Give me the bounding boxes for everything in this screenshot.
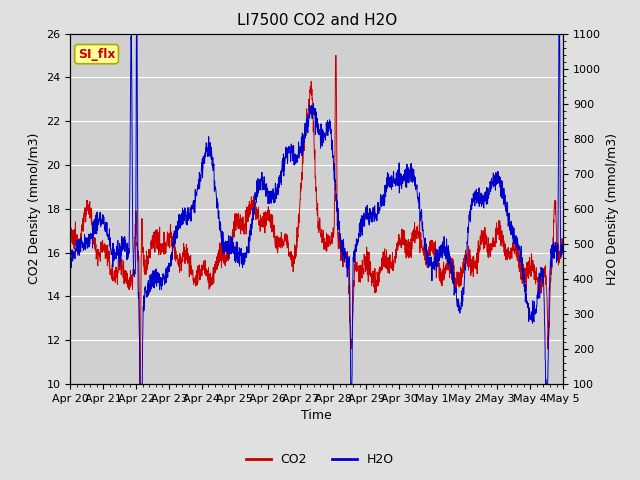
Text: SI_flx: SI_flx [78, 48, 115, 60]
Y-axis label: H2O Density (mmol/m3): H2O Density (mmol/m3) [607, 133, 620, 285]
Title: LI7500 CO2 and H2O: LI7500 CO2 and H2O [237, 13, 397, 28]
X-axis label: Time: Time [301, 409, 332, 422]
Y-axis label: CO2 Density (mmol/m3): CO2 Density (mmol/m3) [28, 133, 41, 285]
Legend: CO2, H2O: CO2, H2O [241, 448, 399, 471]
